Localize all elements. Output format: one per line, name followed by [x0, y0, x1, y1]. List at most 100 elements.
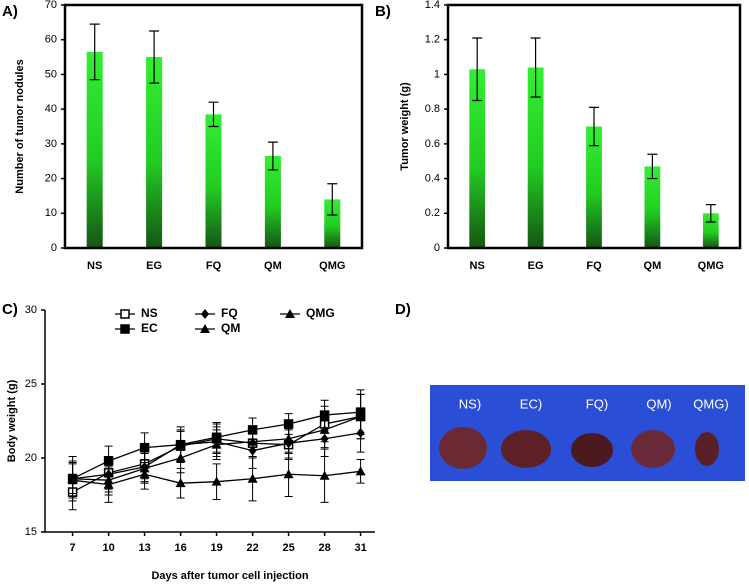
- marker: [67, 475, 78, 485]
- tumor: [631, 430, 675, 468]
- y-tick-label: 1.4: [425, 0, 440, 11]
- panel-label: A): [2, 3, 18, 20]
- bar: [146, 57, 163, 249]
- x-tick-label: 22: [246, 542, 258, 554]
- tumor: [501, 430, 551, 468]
- x-tick-label: NS: [87, 260, 102, 272]
- panel-label: D): [395, 301, 411, 318]
- x-tick-label: 28: [318, 542, 330, 554]
- x-tick-label: NS: [470, 260, 485, 272]
- marker: [283, 469, 294, 479]
- error-bar: [149, 30, 160, 84]
- bar: [469, 69, 486, 248]
- marker: [103, 479, 114, 489]
- bar: [205, 114, 222, 248]
- y-tick-label: 50: [45, 68, 57, 80]
- legend-label: NS: [141, 306, 158, 320]
- legend-label: QMG: [306, 306, 335, 320]
- y-tick-label: 20: [25, 452, 37, 464]
- error-bar: [647, 153, 658, 180]
- marker: [355, 466, 366, 476]
- marker: [175, 453, 186, 462]
- y-tick-label: 10: [45, 207, 57, 219]
- bar: [86, 51, 103, 248]
- bar: [264, 156, 281, 248]
- y-tick-label: 60: [45, 34, 57, 46]
- marker: [211, 439, 222, 449]
- axis: [44, 310, 375, 533]
- photo-label: QMG): [693, 396, 728, 411]
- tumor: [439, 427, 487, 469]
- y-tick-label: 0.2: [425, 207, 440, 219]
- error-bar: [705, 204, 716, 223]
- y-tick-label: 20: [45, 172, 57, 184]
- photo-label: EC): [520, 396, 542, 411]
- marker: [319, 424, 330, 434]
- legend-label: EC: [141, 321, 158, 335]
- error-bar: [327, 183, 338, 216]
- y-axis-label: Body weight (g): [6, 379, 18, 462]
- bar: [527, 67, 544, 248]
- marker: [247, 473, 258, 483]
- marker: [283, 433, 294, 443]
- x-tick-label: 19: [210, 542, 222, 554]
- x-tick-label: FQ: [206, 260, 222, 272]
- x-tick-label: QMG: [319, 260, 345, 272]
- marker: [319, 470, 330, 480]
- error-bar: [208, 101, 219, 128]
- tumor: [695, 432, 719, 466]
- marker: [247, 436, 258, 446]
- y-tick-label: 0: [51, 242, 57, 254]
- x-tick-label: 16: [174, 542, 186, 554]
- y-tick-label: 15: [25, 526, 37, 538]
- photo-label: NS): [459, 396, 481, 411]
- y-tick-label: 30: [45, 138, 57, 150]
- x-tick-label: 25: [282, 542, 294, 554]
- error-bar: [267, 141, 278, 171]
- x-tick-label: EG: [528, 260, 544, 272]
- x-tick-label: 10: [102, 542, 114, 554]
- marker: [355, 411, 366, 421]
- bar: [324, 199, 341, 248]
- y-tick-label: 0.6: [425, 138, 440, 150]
- x-tick-label: EG: [146, 260, 162, 272]
- panel-label: B): [375, 3, 391, 20]
- bar: [644, 166, 661, 248]
- legend-marker: [120, 324, 130, 334]
- y-tick-label: 1: [434, 68, 440, 80]
- photo-panel: D): [395, 301, 745, 481]
- marker: [211, 476, 222, 486]
- x-tick-label: QMG: [698, 260, 724, 272]
- tumor: [571, 433, 613, 467]
- legend-marker: [285, 309, 295, 318]
- x-tick-label: 7: [70, 542, 76, 554]
- y-tick-label: 40: [45, 103, 57, 115]
- plot-frame: [63, 3, 364, 250]
- plot-frame: [446, 3, 742, 250]
- y-tick-label: 30: [25, 304, 37, 316]
- x-tick-label: 31: [354, 542, 366, 554]
- y-tick-label: 70: [45, 0, 57, 11]
- photo-label: QM): [646, 396, 671, 411]
- x-tick-label: 13: [138, 542, 150, 554]
- marker: [175, 478, 186, 488]
- legend-label: QM: [221, 321, 240, 335]
- y-tick-label: 0.8: [425, 103, 440, 115]
- error-bar: [89, 23, 100, 81]
- legend-label: FQ: [221, 306, 238, 320]
- y-tick-label: 1.2: [425, 34, 440, 46]
- y-tick-label: 25: [25, 378, 37, 390]
- marker: [139, 442, 150, 453]
- photo-label: FQ): [586, 396, 608, 411]
- marker: [139, 469, 150, 479]
- panel-label: C): [2, 301, 18, 318]
- y-tick-label: 0: [434, 242, 440, 254]
- error-bar: [472, 37, 483, 102]
- x-tick-label: QM: [264, 260, 282, 272]
- x-axis-label: Days after tumor cell injection: [151, 570, 308, 582]
- bar: [586, 126, 602, 248]
- error-bar: [589, 106, 599, 147]
- legend-marker: [120, 309, 130, 319]
- error-bar: [530, 37, 541, 98]
